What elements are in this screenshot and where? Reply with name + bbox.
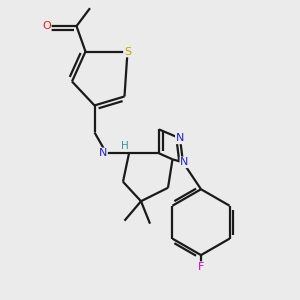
Text: S: S bbox=[124, 46, 131, 57]
Text: N: N bbox=[176, 134, 184, 143]
Text: O: O bbox=[42, 21, 51, 31]
Text: N: N bbox=[180, 157, 189, 167]
Text: H: H bbox=[121, 141, 128, 151]
Text: O: O bbox=[90, 1, 96, 7]
Text: N: N bbox=[99, 148, 107, 158]
Text: F: F bbox=[198, 262, 204, 272]
